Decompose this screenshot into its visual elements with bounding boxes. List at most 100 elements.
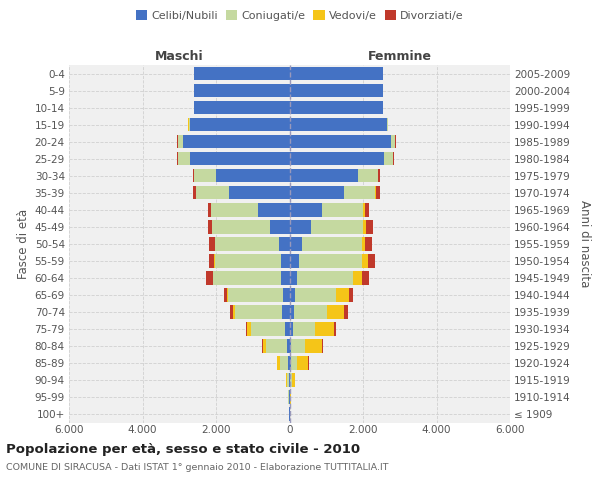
Bar [193, 186, 196, 200]
Bar [290, 66, 383, 80]
Bar [290, 288, 295, 302]
Bar [290, 101, 383, 114]
Bar [368, 254, 375, 268]
Bar [215, 237, 279, 250]
Bar [209, 254, 214, 268]
Bar [344, 305, 347, 318]
Bar [290, 271, 296, 284]
Bar [281, 271, 290, 284]
Bar [383, 152, 393, 166]
Bar [247, 322, 251, 336]
Bar [279, 237, 290, 250]
Bar [288, 356, 290, 370]
Bar [263, 339, 266, 352]
Bar [229, 186, 290, 200]
Bar [233, 305, 235, 318]
Text: Popolazione per età, sesso e stato civile - 2010: Popolazione per età, sesso e stato civil… [6, 442, 360, 456]
Bar [290, 152, 383, 166]
Bar [216, 169, 290, 182]
Bar [290, 339, 291, 352]
Bar [290, 169, 358, 182]
Bar [229, 288, 283, 302]
Bar [194, 101, 290, 114]
Bar [212, 220, 271, 234]
Bar [290, 356, 297, 370]
Bar [316, 322, 334, 336]
Bar [328, 305, 344, 318]
Bar [349, 288, 353, 302]
Bar [282, 305, 290, 318]
Bar [178, 135, 183, 148]
Bar [358, 169, 378, 182]
Bar [208, 203, 211, 216]
Bar [208, 220, 212, 234]
Bar [286, 373, 287, 387]
Legend: Celibi/Nubili, Coniugati/e, Vedovi/e, Divorziati/e: Celibi/Nubili, Coniugati/e, Vedovi/e, Di… [134, 8, 466, 23]
Text: Femmine: Femmine [368, 50, 432, 62]
Bar [287, 339, 290, 352]
Bar [289, 373, 290, 387]
Bar [280, 356, 288, 370]
Bar [271, 220, 290, 234]
Bar [375, 186, 376, 200]
Bar [194, 66, 290, 80]
Bar [188, 118, 190, 132]
Bar [294, 305, 328, 318]
Bar [281, 254, 290, 268]
Bar [353, 271, 362, 284]
Bar [290, 135, 391, 148]
Bar [292, 373, 295, 387]
Text: Maschi: Maschi [155, 50, 203, 62]
Bar [183, 135, 290, 148]
Bar [215, 254, 281, 268]
Bar [178, 152, 190, 166]
Bar [290, 118, 387, 132]
Bar [334, 322, 336, 336]
Bar [214, 271, 281, 284]
Bar [287, 373, 289, 387]
Bar [362, 237, 365, 250]
Bar [230, 305, 233, 318]
Bar [212, 271, 214, 284]
Bar [285, 322, 290, 336]
Bar [290, 373, 292, 387]
Text: COMUNE DI SIRACUSA - Dati ISTAT 1° gennaio 2010 - Elaborazione TUTTITALIA.IT: COMUNE DI SIRACUSA - Dati ISTAT 1° genna… [6, 462, 389, 471]
Bar [295, 288, 336, 302]
Bar [290, 84, 383, 98]
Bar [364, 203, 365, 216]
Bar [209, 237, 215, 250]
Bar [364, 220, 366, 234]
Bar [193, 169, 194, 182]
Bar [251, 322, 285, 336]
Bar [299, 254, 362, 268]
Bar [302, 237, 362, 250]
Bar [290, 237, 302, 250]
Bar [211, 203, 258, 216]
Bar [196, 186, 229, 200]
Bar [291, 339, 305, 352]
Bar [293, 322, 316, 336]
Bar [376, 186, 380, 200]
Bar [283, 288, 290, 302]
Bar [296, 271, 353, 284]
Bar [297, 356, 308, 370]
Bar [362, 271, 369, 284]
Bar [365, 203, 369, 216]
Bar [277, 356, 280, 370]
Bar [290, 203, 322, 216]
Bar [235, 305, 282, 318]
Y-axis label: Anni di nascita: Anni di nascita [578, 200, 591, 288]
Bar [322, 339, 323, 352]
Bar [224, 288, 227, 302]
Bar [344, 186, 375, 200]
Bar [365, 237, 372, 250]
Bar [266, 339, 287, 352]
Bar [227, 288, 229, 302]
Bar [336, 288, 349, 302]
Bar [305, 339, 322, 352]
Bar [290, 322, 293, 336]
Bar [194, 84, 290, 98]
Bar [322, 203, 364, 216]
Bar [362, 254, 368, 268]
Bar [290, 254, 299, 268]
